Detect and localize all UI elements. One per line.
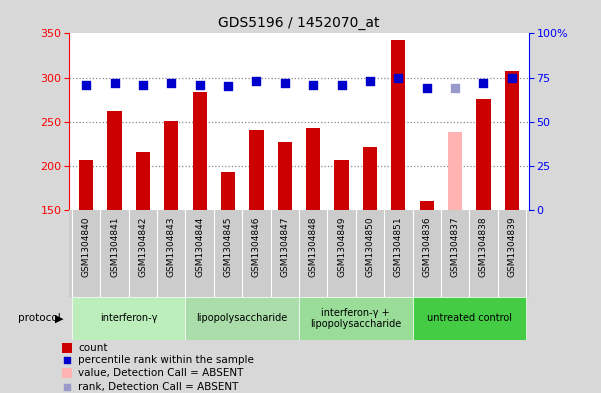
Text: untreated control: untreated control <box>427 313 512 323</box>
Bar <box>221 172 235 210</box>
Bar <box>249 130 263 210</box>
Text: GSM1304843: GSM1304843 <box>167 216 175 277</box>
Bar <box>164 121 178 210</box>
Text: GSM1304845: GSM1304845 <box>224 216 233 277</box>
Text: GSM1304840: GSM1304840 <box>82 216 91 277</box>
Point <box>365 78 375 84</box>
Text: interferon-γ: interferon-γ <box>100 313 157 323</box>
Text: GSM1304850: GSM1304850 <box>365 216 374 277</box>
Bar <box>278 142 292 210</box>
Bar <box>412 297 526 340</box>
Bar <box>192 92 207 210</box>
Bar <box>62 343 72 353</box>
Text: value, Detection Call = ABSENT: value, Detection Call = ABSENT <box>78 368 243 378</box>
Bar <box>335 160 349 210</box>
Bar <box>477 99 490 210</box>
Text: rank, Detection Call = ABSENT: rank, Detection Call = ABSENT <box>78 382 239 392</box>
Bar <box>419 201 434 210</box>
Point <box>422 85 432 91</box>
Text: GSM1304841: GSM1304841 <box>110 216 119 277</box>
Text: GSM1304851: GSM1304851 <box>394 216 403 277</box>
Point <box>252 78 261 84</box>
Bar <box>108 111 121 210</box>
Point <box>450 85 460 91</box>
Bar <box>136 152 150 210</box>
Text: percentile rank within the sample: percentile rank within the sample <box>78 355 254 365</box>
Point <box>478 80 488 86</box>
Text: count: count <box>78 343 108 353</box>
Text: GSM1304836: GSM1304836 <box>423 216 431 277</box>
Point <box>138 81 148 88</box>
Bar <box>72 297 186 340</box>
Bar <box>391 40 406 210</box>
Bar <box>363 147 377 210</box>
Point <box>507 74 517 81</box>
Title: GDS5196 / 1452070_at: GDS5196 / 1452070_at <box>218 16 380 29</box>
Point <box>195 81 204 88</box>
Point <box>110 80 120 86</box>
Point <box>223 83 233 90</box>
Bar <box>79 160 93 210</box>
Bar <box>306 128 320 210</box>
Text: GSM1304846: GSM1304846 <box>252 216 261 277</box>
Text: GSM1304849: GSM1304849 <box>337 216 346 277</box>
Point <box>62 357 72 363</box>
Text: GSM1304844: GSM1304844 <box>195 216 204 277</box>
Point <box>308 81 318 88</box>
Text: interferon-γ +
lipopolysaccharide: interferon-γ + lipopolysaccharide <box>310 308 401 329</box>
Text: GSM1304839: GSM1304839 <box>507 216 516 277</box>
Text: GSM1304847: GSM1304847 <box>280 216 289 277</box>
Point <box>166 80 176 86</box>
Bar <box>505 72 519 210</box>
Bar <box>299 297 412 340</box>
Text: GSM1304838: GSM1304838 <box>479 216 488 277</box>
Point <box>62 384 72 390</box>
Point <box>337 81 346 88</box>
Bar <box>448 132 462 210</box>
Bar <box>186 297 299 340</box>
Text: lipopolysaccharide: lipopolysaccharide <box>197 313 288 323</box>
Point <box>81 81 91 88</box>
Text: ▶: ▶ <box>55 313 64 323</box>
Point <box>394 74 403 81</box>
Text: GSM1304848: GSM1304848 <box>309 216 318 277</box>
Text: protocol: protocol <box>18 313 61 323</box>
Text: GSM1304837: GSM1304837 <box>451 216 460 277</box>
Text: GSM1304842: GSM1304842 <box>138 216 147 277</box>
Point <box>280 80 290 86</box>
Bar <box>62 368 72 378</box>
